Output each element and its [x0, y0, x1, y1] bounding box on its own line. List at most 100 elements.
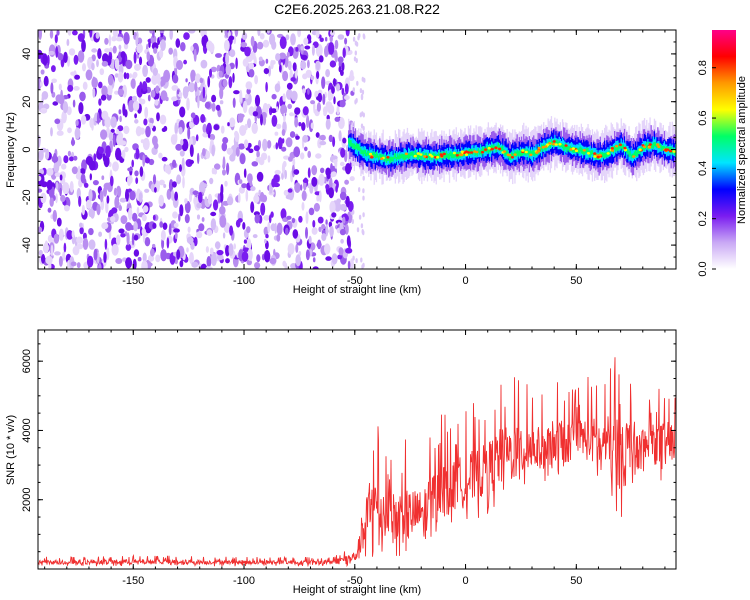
noise-speck [246, 226, 251, 234]
trace-band [620, 144, 622, 149]
trace-band [606, 152, 608, 158]
trace-band [528, 151, 530, 158]
noise-speck [98, 98, 102, 106]
noise-speck [262, 39, 270, 48]
noise-speck [81, 204, 85, 216]
trace-band [394, 155, 396, 164]
noise-speck [360, 257, 363, 263]
noise-speck [322, 93, 326, 106]
noise-speck [89, 30, 93, 38]
noise-speck [116, 185, 122, 198]
noise-speck [142, 231, 146, 243]
x-tick-label: 0 [462, 575, 468, 587]
noise-speck [317, 138, 322, 149]
trace-band [651, 144, 653, 149]
trace-hotspot [413, 154, 417, 158]
noise-speck [111, 207, 118, 214]
noise-speck [268, 214, 272, 224]
noise-speck [115, 147, 122, 161]
noise-speck [329, 177, 333, 191]
noise-speck [215, 104, 221, 111]
noise-speck [360, 223, 364, 229]
trace-band [426, 149, 429, 161]
trace-band [375, 151, 378, 158]
noise-speck [193, 236, 198, 247]
trace-band [421, 154, 423, 160]
trace-hotspot [593, 152, 597, 155]
noise-speck [189, 159, 195, 165]
noise-speck [118, 30, 122, 34]
noise-speck [179, 260, 184, 268]
noise-speck [118, 109, 122, 115]
noise-speck [154, 187, 157, 193]
noise-speck [125, 188, 129, 202]
noise-speck [237, 218, 243, 223]
trace-hotspot [436, 155, 440, 159]
noise-speck [344, 179, 349, 185]
noise-speck [54, 251, 61, 256]
trace-hotspot [642, 145, 647, 149]
noise-speck [111, 36, 117, 42]
noise-speck [160, 229, 166, 241]
noise-speck [331, 155, 338, 160]
noise-speck [224, 180, 228, 187]
noise-speck [260, 152, 268, 161]
noise-speck [321, 233, 327, 242]
noise-speck [63, 51, 68, 64]
trace-band [533, 150, 535, 156]
noise-speck [341, 62, 345, 72]
noise-speck [292, 62, 297, 72]
trace-band [646, 141, 648, 149]
trace-hotspot [524, 150, 528, 154]
noise-speck [333, 78, 336, 87]
noise-speck [258, 56, 263, 62]
noise-speck [291, 217, 296, 224]
spectrogram-panel: -150 -100 -50 0 50 -40 -20 0 20 40 Height of str… [5, 29, 677, 296]
noise-speck [242, 100, 248, 113]
noise-speck [216, 254, 224, 261]
noise-speck [115, 36, 123, 42]
trace-band [409, 153, 411, 159]
trace-band [643, 146, 646, 151]
trace-band [439, 153, 441, 159]
noise-speck [228, 243, 234, 256]
noise-speck [307, 59, 310, 69]
trace-band [374, 153, 376, 159]
y-tick-label: 6000 [21, 349, 33, 373]
trace-band [354, 144, 357, 150]
y-tick-label: 0 [21, 146, 33, 152]
trace-hotspot [464, 150, 468, 153]
noise-speck [290, 90, 298, 102]
noise-speck [271, 93, 277, 100]
noise-speck [241, 183, 247, 189]
trace-band [655, 141, 657, 147]
noise-speck [179, 204, 184, 217]
trace-band [379, 153, 381, 158]
noise-speck [232, 97, 236, 109]
noise-speck [217, 193, 221, 204]
noise-speck [352, 87, 355, 93]
trace-band [659, 143, 661, 148]
trace-band [447, 153, 450, 160]
spectrogram-y-ticks: -40 -20 0 20 40 [21, 29, 676, 270]
colorbar: 0.0 0.2 0.4 0.6 0.8 Normalized spectral ampl… [697, 30, 748, 277]
noise-speck [56, 130, 64, 136]
trace-band [639, 148, 641, 155]
noise-speck [363, 34, 366, 40]
noise-speck [111, 243, 119, 256]
noise-speck [206, 126, 209, 135]
noise-speck [135, 35, 139, 47]
noise-speck [222, 137, 229, 144]
noise-speck [88, 208, 93, 218]
noise-speck [72, 30, 78, 36]
noise-speck [362, 195, 365, 201]
noise-speck [229, 49, 236, 58]
noise-speck [202, 148, 206, 157]
trace-band [545, 144, 547, 151]
trace-band [662, 145, 664, 150]
noise-speck [63, 155, 69, 164]
noise-speck [205, 266, 213, 269]
noise-speck [315, 30, 320, 39]
noise-speck [101, 222, 109, 230]
trace-band [367, 150, 369, 156]
